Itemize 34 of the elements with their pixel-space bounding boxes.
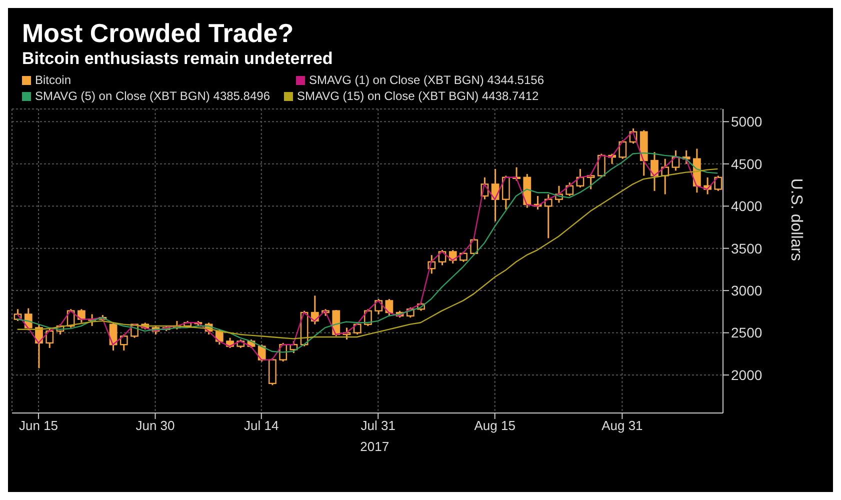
legend-label: Bitcoin	[35, 73, 72, 87]
candlestick	[353, 322, 362, 336]
candlestick	[46, 328, 54, 349]
legend-label: SMAVG (1) on Close (XBT BGN) 4344.5156	[309, 73, 544, 87]
candlestick	[460, 250, 468, 263]
x-tick-label: Jun 15	[19, 418, 58, 434]
text: 2017	[359, 439, 390, 454]
chart-title: Most Crowded Trade?	[22, 18, 295, 49]
candlestick	[650, 151, 658, 192]
x-tick-label: Jun 30	[136, 418, 175, 434]
y-tick-label: 4500	[731, 156, 762, 172]
candlestick	[502, 174, 510, 210]
x-tick-label: Jul 31	[360, 418, 396, 434]
candlestick	[470, 237, 478, 256]
legend-label: SMAVG (5) on Close (XBT BGN) 4385.8496	[35, 89, 270, 103]
y-tick-label: 2500	[731, 324, 762, 341]
y-tick-label: 3000	[731, 282, 762, 299]
y-tick-label: 2000	[731, 366, 762, 383]
candlestick	[597, 153, 606, 178]
y-tick-label: 3500	[731, 240, 762, 256]
legend-label: SMAVG (15) on Close (XBT BGN) 4438.7412	[297, 89, 539, 103]
candlestick	[290, 340, 298, 354]
candlestick	[268, 357, 276, 386]
y-tick-label: 5000	[731, 114, 762, 130]
y-tick-label: 4000	[731, 198, 762, 214]
x-tick-label: Aug 31	[602, 418, 643, 434]
candlestick	[566, 182, 574, 197]
candlestick	[120, 334, 128, 352]
y-axis-title: U.S. dollars	[787, 178, 804, 261]
candlestick	[714, 174, 722, 192]
x-tick-label: Jul 14	[244, 418, 279, 434]
chart-subtitle: Bitcoin enthusiasts remain undeterred	[22, 49, 334, 69]
x-tick-label: Aug 15	[474, 418, 516, 434]
candlestick	[618, 139, 627, 160]
